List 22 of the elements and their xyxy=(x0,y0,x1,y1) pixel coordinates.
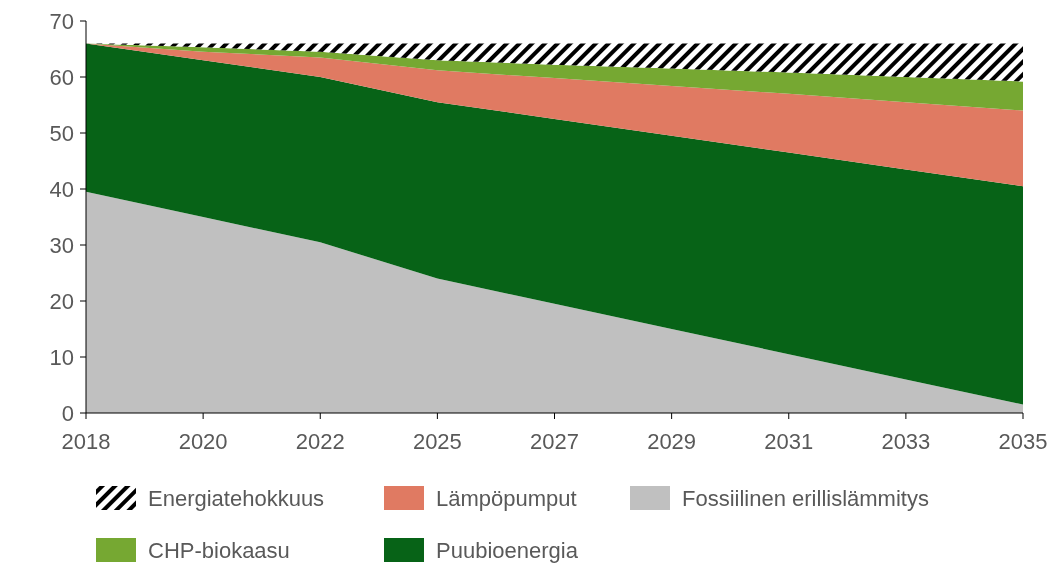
x-tick-label: 2035 xyxy=(998,429,1048,454)
y-tick-label: 70 xyxy=(49,8,74,34)
x-tick-label: 2020 xyxy=(178,429,228,454)
y-tick-label: 20 xyxy=(49,288,74,314)
legend-label: Fossiilinen erillislämmitys xyxy=(682,485,929,511)
x-tick-label: 2025 xyxy=(412,429,462,454)
y-tick-label: 0 xyxy=(61,400,74,426)
x-tick-label: 2031 xyxy=(764,429,814,454)
legend-label: Lämpöpumput xyxy=(436,485,577,511)
x-tick-label: 2027 xyxy=(530,429,579,454)
x-tick-label: 2022 xyxy=(295,429,345,454)
x-tick-label: 2029 xyxy=(647,429,697,454)
y-tick-label: 30 xyxy=(49,232,74,258)
y-tick-label: 50 xyxy=(49,120,74,146)
x-tick-label: 2033 xyxy=(881,429,931,454)
y-tick-label: 10 xyxy=(49,344,74,370)
y-tick-label: 40 xyxy=(49,176,74,202)
legend-label: CHP-biokaasu xyxy=(148,537,290,563)
legend-label: Puubioenergia xyxy=(436,537,579,563)
y-tick-label: 60 xyxy=(49,64,74,90)
legend-label: Energiatehokkuus xyxy=(148,485,325,511)
x-tick-label: 2018 xyxy=(61,429,111,454)
